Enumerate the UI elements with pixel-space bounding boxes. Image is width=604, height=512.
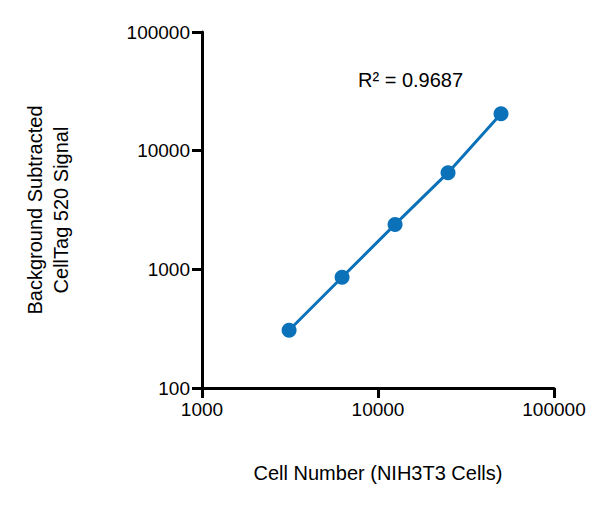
svg-text:10000: 10000 [352,399,405,420]
svg-text:1000: 1000 [181,399,223,420]
svg-text:1000: 1000 [148,259,190,280]
svg-text:100: 100 [158,378,190,399]
svg-text:R² = 0.9687: R² = 0.9687 [358,69,463,91]
svg-text:CellTag 520 Signal: CellTag 520 Signal [50,127,72,294]
svg-text:10000: 10000 [137,140,190,161]
svg-text:100000: 100000 [522,399,585,420]
svg-text:100000: 100000 [127,22,190,43]
svg-text:Background Subtracted: Background Subtracted [24,105,46,314]
svg-text:Cell Number (NIH3T3 Cells): Cell Number (NIH3T3 Cells) [254,462,503,484]
